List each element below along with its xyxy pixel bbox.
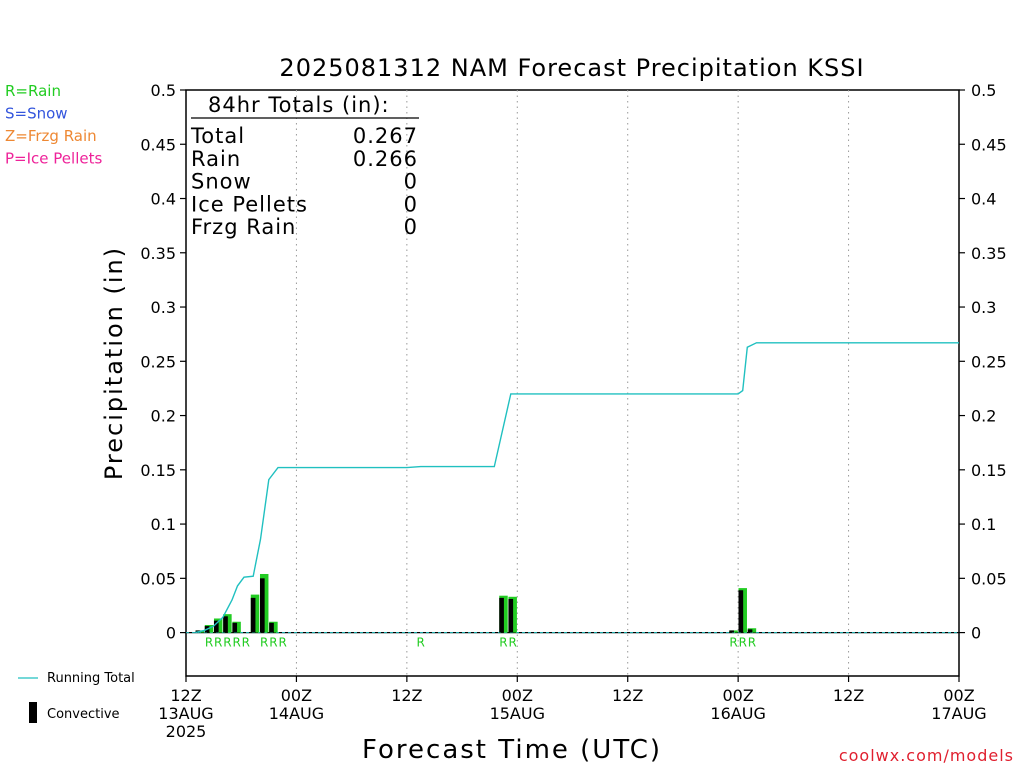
convective-bar [508,598,514,633]
precip-type-label: R [269,636,277,650]
x-tick-label: 16AUG [710,704,765,723]
convective-legend-label: Convective [47,707,120,722]
precip-type-label: R [416,636,424,650]
precip-type-label: R [260,636,268,650]
plot-frame [185,89,960,677]
convective-bar [223,616,228,633]
y-tick-label-left: 0.1 [151,515,176,534]
y-tick-label-left: 0.15 [140,461,176,480]
convective-bar [269,622,274,633]
totals-row-label: Snow [191,170,252,194]
precip-type-legend-item: S=Snow [5,105,68,123]
x-tick-label: 00Z [943,686,974,705]
x-tick-label: 00Z [502,686,533,705]
y-tick-label-right: 0.2 [971,407,996,426]
x-tick-label: 12Z [833,686,864,705]
x-tick-label: 15AUG [490,704,545,723]
precip-type-label: R [232,636,240,650]
precip-type-label: R [223,636,231,650]
y-ticks-left: 0 0.05 0.1 0.15 0.2 0.25 0.3 0.35 0.4 0.45 0.5 [140,81,186,643]
totals-rows: Total 0.267 Rain 0.266 Snow 0 Ice Pellets 0 Frzg… [190,124,418,239]
precip-type-legend: R=Rain S=Snow Z=Frzg Rain P=Ice Pellets [5,82,102,168]
totals-header: 84hr Totals (in): [208,93,390,117]
convective-bar [738,590,744,633]
running-total-legend-label: Running Total [47,671,135,686]
y-axis-label: Precipitation (in) [100,246,128,480]
precip-type-label: R [748,636,756,650]
totals-row-label: Ice Pellets [191,192,308,216]
y-tick-label-right: 0.15 [971,461,1007,480]
precip-type-label: R [214,636,222,650]
precip-type-legend-item: Z=Frzg Rain [5,127,97,145]
precip-type-label: R [278,636,286,650]
convective-bar [250,597,256,633]
x-tick-label: 14AUG [269,704,324,723]
x-tick-label: 12Z [391,686,422,705]
y-tick-label-left: 0.25 [140,352,176,371]
x-tick-label: 17AUG [931,704,986,723]
y-tick-label-left: 0.45 [140,135,176,154]
precip-type-legend-item: P=Ice Pellets [5,150,102,168]
precip-bars [195,573,757,633]
precip-type-label: R [509,636,517,650]
x-tick-label: 00Z [281,686,312,705]
y-tick-label-left: 0.4 [151,190,176,209]
y-tick-label-right: 0.4 [971,190,996,209]
series-legend: Running Total Convective [18,671,135,723]
y-tick-label-right: 0.25 [971,352,1007,371]
precip-type-label: R [205,636,213,650]
convective-bar [729,630,734,633]
precip-type-label: R [499,636,507,650]
convective-legend-swatch [29,702,37,723]
y-ticks-right: 0 0.05 0.1 0.15 0.2 0.25 0.3 0.35 0.4 0.45 0.5 [959,81,1007,643]
x-tick-label: 12Z [612,686,643,705]
running-total-series [195,342,959,634]
y-tick-label-right: 0.3 [971,298,996,317]
convective-bar [747,629,753,633]
y-tick-label-right: 0.5 [971,81,996,100]
convective-bar [499,597,504,633]
convective-bar [259,578,265,633]
y-tick-label-left: 0.2 [151,407,176,426]
y-tick-label-right: 0.45 [971,135,1007,154]
totals-row-value: 0 [404,192,418,216]
precip-type-legend-item: R=Rain [5,82,61,100]
x-tick-label: 00Z [722,686,753,705]
running-total-line [195,342,959,634]
totals-row-value: 0.266 [353,147,418,171]
x-tick-label: 12Z [170,686,201,705]
y-tick-label-right: 0 [971,624,981,643]
y-tick-label-right: 0.1 [971,515,996,534]
totals-box: 84hr Totals (in): Total 0.267 Rain 0.266 Sno… [190,93,419,239]
x-tick-label: 2025 [166,722,207,741]
y-tick-label-left: 0.05 [140,569,176,588]
y-tick-label-left: 0.35 [140,244,176,263]
convective-bar [232,622,238,633]
totals-row-label: Total [190,124,245,148]
y-tick-label-left: 0.5 [151,81,176,100]
totals-row-value: 0 [404,215,418,239]
y-tick-label-right: 0.05 [971,569,1007,588]
chart-title: 2025081312 NAM Forecast Precipitation KS… [279,54,864,82]
x-axis-label: Forecast Time (UTC) [362,735,662,765]
totals-row-value: 0 [404,170,418,194]
source-url: coolwx.com/models [839,746,1014,765]
y-tick-label-left: 0 [166,624,176,643]
totals-row-label: Frzg Rain [191,215,296,239]
totals-row-value: 0.267 [353,124,418,148]
precip-type-label: R [739,636,747,650]
x-tick-label: 13AUG [158,704,213,723]
convective-bar [213,620,219,633]
y-tick-label-right: 0.35 [971,244,1007,263]
precip-type-label: R [729,636,737,650]
y-tick-label-left: 0.3 [151,298,176,317]
totals-row-label: Rain [191,147,241,171]
precip-type-label: R [242,636,250,650]
